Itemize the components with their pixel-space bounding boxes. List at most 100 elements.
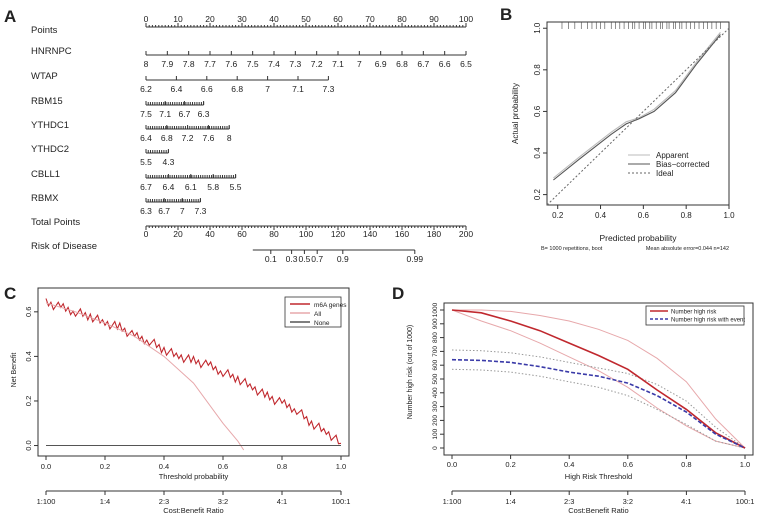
y-axis-label-b: Actual probability [511,83,520,144]
variable-tick-label: 7.2 [182,133,194,143]
cost-tick-label-c: 4:1 [277,497,287,506]
variable-tick-label: 7 [265,84,270,94]
y-tick-label-b: 0.4 [533,147,542,159]
total-points-tick-label: 160 [395,229,409,239]
total-points-tick-label: 180 [427,229,441,239]
x-axis-label-d: High Risk Threshold [565,472,632,481]
variable-tick-label: 6.2 [140,84,152,94]
variable-tick-label: 7.1 [332,59,344,69]
points-tick-label: 10 [173,14,183,24]
cost-tick-label-c: 3:2 [218,497,228,506]
variable-tick-label: 6.6 [439,59,451,69]
panel-letter-d: D [392,284,404,303]
variable-label-hnrnpc: HNRNPC [31,46,72,57]
cost-tick-label-d: 3:2 [623,497,633,506]
footnote-left-b: B= 1000 repetitions, boot [541,246,603,252]
risk-of-disease-label: Risk of Disease [31,241,97,252]
y-tick-label-b: 1.0 [533,22,542,34]
legend-label-c: All [314,311,322,318]
risk-tick-label: 0.1 [265,254,277,264]
variable-tick-label: 7.3 [322,84,334,94]
variable-tick-label: 6.7 [178,109,190,119]
variable-tick-label: 6.1 [185,182,197,192]
risk-tick-label: 0.99 [407,254,424,264]
x-tick-label-d: 0.2 [505,460,515,469]
legend-label-b: Bias−corrected [656,160,710,169]
variable-tick-label: 7 [180,206,185,216]
risk-tick-label: 0.3 [286,254,298,264]
variable-tick-label: 8 [144,59,149,69]
x-tick-label-d: 0.4 [564,460,574,469]
y-axis-label-c: Net Benefit [11,353,18,388]
x-tick-label-b: 1.0 [723,211,735,220]
points-axis-label: Points [31,25,58,36]
series-line-d-event-lower-ci [451,368,746,449]
panel-letter-b: B [500,5,512,24]
y-tick-label-d: 500 [432,373,439,384]
variable-tick-label: 6.9 [375,59,387,69]
legend-label-b: Ideal [656,169,674,178]
x-tick-label-b: 0.6 [638,211,650,220]
variable-tick-label: 6.6 [201,84,213,94]
panel-b-calibration: B 0.2 0.4 0.6 0.8 1.0 0.2 0.4 0.6 0.8 1.0 Predicted… [500,5,735,252]
points-tick-label: 40 [269,14,279,24]
variable-tick-label: 6.4 [170,84,182,94]
risk-tick-label: 0.9 [337,254,349,264]
variable-tick-label: 7.9 [161,59,173,69]
variable-tick-label: 6.7 [158,206,170,216]
variable-tick-label: 6.4 [162,182,174,192]
points-tick-label: 60 [333,14,343,24]
cost-axis-label-d: Cost:Benefit Ratio [568,506,628,515]
cost-tick-label-c: 1:4 [100,497,110,506]
total-points-tick-label: 40 [205,229,215,239]
legend-box-d [645,305,745,326]
total-points-tick-label: 100 [299,229,313,239]
y-tick-label-b: 0.6 [533,105,542,117]
variable-tick-label: 6.8 [396,59,408,69]
y-tick-label-d: 400 [432,387,439,398]
risk-tick-label: 0.7 [311,254,323,264]
variable-label-cbll1: CBLL1 [31,169,60,180]
cost-tick-label-d: 2:3 [564,497,574,506]
y-axis-label-d: Number high risk (out of 1000) [407,325,414,420]
x-tick-label-c: 0.4 [159,462,169,471]
x-tick-label-d: 1.0 [740,460,750,469]
points-tick-label: 30 [237,14,247,24]
variable-tick-label: 7.1 [292,84,304,94]
cost-tick-label-c: 1:100 [37,497,56,506]
cost-tick-label-c: 2:3 [159,497,169,506]
variable-tick-label: 6.8 [231,84,243,94]
points-tick-label: 0 [144,14,149,24]
y-tick-label-c: 0.2 [24,396,33,406]
total-points-tick-label: 20 [173,229,183,239]
y-tick-label-b: 0.2 [533,188,542,200]
variable-tick-label: 8 [227,133,232,143]
variable-tick-label: 7.3 [194,206,206,216]
points-tick-label: 50 [301,14,311,24]
variable-tick-label: 5.5 [230,182,242,192]
legend-label-c: None [314,320,330,327]
total-points-tick-label: 140 [363,229,377,239]
x-tick-label-b: 0.4 [595,211,607,220]
x-tick-label-b: 0.8 [681,211,693,220]
cost-tick-label-d: 4:1 [681,497,691,506]
y-tick-label-d: 100 [432,428,439,439]
points-tick-label: 100 [459,14,473,24]
variable-label-rbm15: RBM15 [31,96,63,107]
panel-d-clinical-impact: D 0.0 0.2 0.4 0.6 0.8 1.0 0 100 200 300 400 500 600 70… [392,284,754,515]
x-tick-label-c: 1.0 [336,462,346,471]
y-tick-label-c: 0.4 [24,351,33,361]
variable-tick-label: 7.6 [225,59,237,69]
total-points-tick-label: 200 [459,229,473,239]
y-tick-label-d: 0 [432,446,439,450]
variable-tick-label: 6.8 [161,133,173,143]
y-tick-label-d: 600 [432,359,439,370]
variable-tick-label: 7.6 [202,133,214,143]
variable-label-ythdc1: YTHDC1 [31,120,69,131]
variable-tick-label: 6.7 [417,59,429,69]
legend-label-c: m6A genes [314,302,347,309]
points-tick-label: 20 [205,14,215,24]
risk-tick-label: 0.5 [298,254,310,264]
total-points-tick-label: 120 [331,229,345,239]
variable-tick-label: 7.2 [311,59,323,69]
